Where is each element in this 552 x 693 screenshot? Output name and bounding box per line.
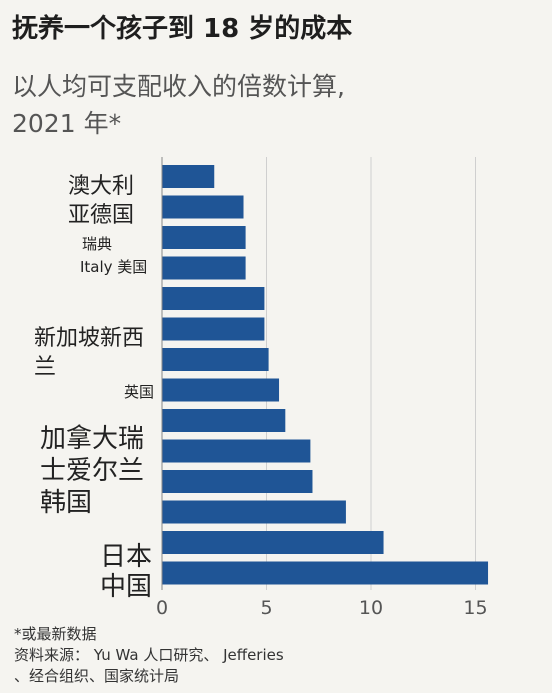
bar-10 — [162, 470, 313, 493]
bar-2 — [162, 226, 246, 249]
label-korea: 韩国 — [40, 488, 93, 518]
x-tick-label-15: 15 — [463, 597, 487, 619]
subtitle-line-2: 2021 年* — [12, 109, 122, 138]
x-tick-label-10: 10 — [359, 597, 383, 619]
subtitle-line-1: 以人均可支配收入的倍数计算, — [12, 72, 345, 101]
footnote: *或最新数据 资料来源： Yu Wa 人口研究、 Jefferies 、经合组织… — [14, 624, 284, 687]
label-singapore-nz-1: 新加坡新西 — [34, 326, 145, 351]
footnote-line-2: 资料来源： Yu Wa 人口研究、 Jefferies — [14, 646, 284, 664]
bar-13 — [162, 561, 489, 585]
bar-3 — [162, 256, 246, 280]
bar-12 — [162, 531, 384, 554]
bar-9 — [162, 439, 311, 463]
label-canada-2: 士爱尔兰 — [40, 456, 145, 486]
label-japan: 日本 — [100, 542, 153, 572]
chart-subtitle: 以人均可支配收入的倍数计算, 2021 年* — [12, 68, 345, 142]
bar-8 — [162, 409, 286, 432]
label-sweden: 瑞典 — [82, 235, 113, 253]
bar-1 — [162, 195, 244, 219]
label-germany: 亚德国 — [68, 203, 135, 228]
label-canada-1: 加拿大瑞 — [40, 424, 145, 454]
label-uk: 英国 — [124, 383, 155, 401]
footnote-line-1: *或最新数据 — [14, 625, 97, 643]
bar-11 — [162, 500, 346, 524]
label-australia: 澳大利 — [68, 174, 135, 199]
x-tick-label-5: 5 — [260, 597, 272, 619]
bar-4 — [162, 287, 265, 310]
bar-0 — [162, 165, 215, 188]
label-china: 中国 — [100, 572, 153, 602]
bar-5 — [162, 317, 265, 341]
label-italy-us: Italy 美国 — [80, 258, 148, 276]
x-tick-label-0: 0 — [156, 597, 168, 619]
bar-6 — [162, 348, 269, 371]
footnote-line-3: 、经合组织、国家统计局 — [14, 667, 180, 685]
label-singapore-nz-2: 兰 — [34, 355, 57, 380]
bar-7 — [162, 378, 280, 402]
chart-title: 抚养一个孩子到 18 岁的成本 — [12, 14, 353, 44]
